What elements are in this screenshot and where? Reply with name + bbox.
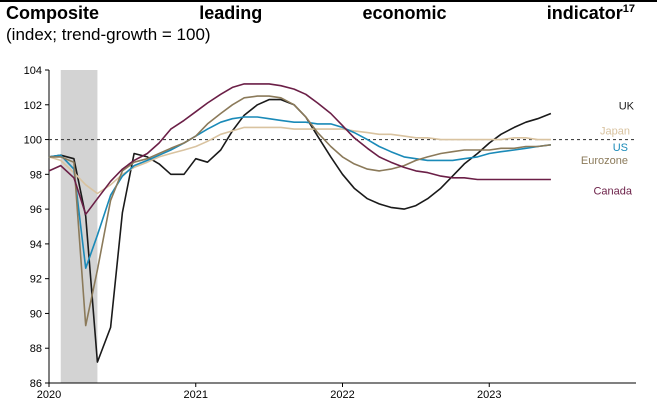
y-tick-label: 86 <box>30 378 42 390</box>
y-tick-label: 102 <box>24 100 42 112</box>
title-footnote: 17 <box>622 3 635 15</box>
y-tick-label: 98 <box>30 169 42 181</box>
chart-title: Composite leading economic indicator17 <box>6 2 635 24</box>
series-label-eurozone: Eurozone <box>581 155 628 167</box>
x-tick-label: 2023 <box>477 389 501 401</box>
series-label-canada: Canada <box>593 186 632 198</box>
y-tick-label: 88 <box>30 343 42 355</box>
y-tick-label: 100 <box>24 135 42 147</box>
series-line-us <box>48 116 552 269</box>
series-line-canada <box>48 83 551 216</box>
series-line-eurozone <box>49 95 552 327</box>
title-word: indicator <box>546 3 623 23</box>
series-line-japan <box>48 126 551 195</box>
y-tick-label: 90 <box>30 308 42 320</box>
x-tick-label: 2020 <box>37 389 61 401</box>
title-word-last: indicator17 <box>547 2 635 24</box>
y-tick-label: 94 <box>30 239 42 251</box>
x-tick-label: 2022 <box>330 389 354 401</box>
title-word: economic <box>362 3 447 23</box>
y-tick-label: 104 <box>24 65 42 77</box>
title-word: leading <box>199 3 263 23</box>
series-label-uk: UK <box>619 100 635 112</box>
series-label-japan: Japan <box>600 126 630 138</box>
series-label-us: US <box>613 142 628 154</box>
x-tick-label: 2021 <box>184 389 208 401</box>
y-tick-label: 96 <box>30 204 42 216</box>
title-word: Composite <box>6 3 100 23</box>
y-tick-label: 92 <box>30 274 42 286</box>
top-rule <box>0 0 657 2</box>
chart-subtitle: (index; trend-growth = 100) <box>6 25 211 44</box>
